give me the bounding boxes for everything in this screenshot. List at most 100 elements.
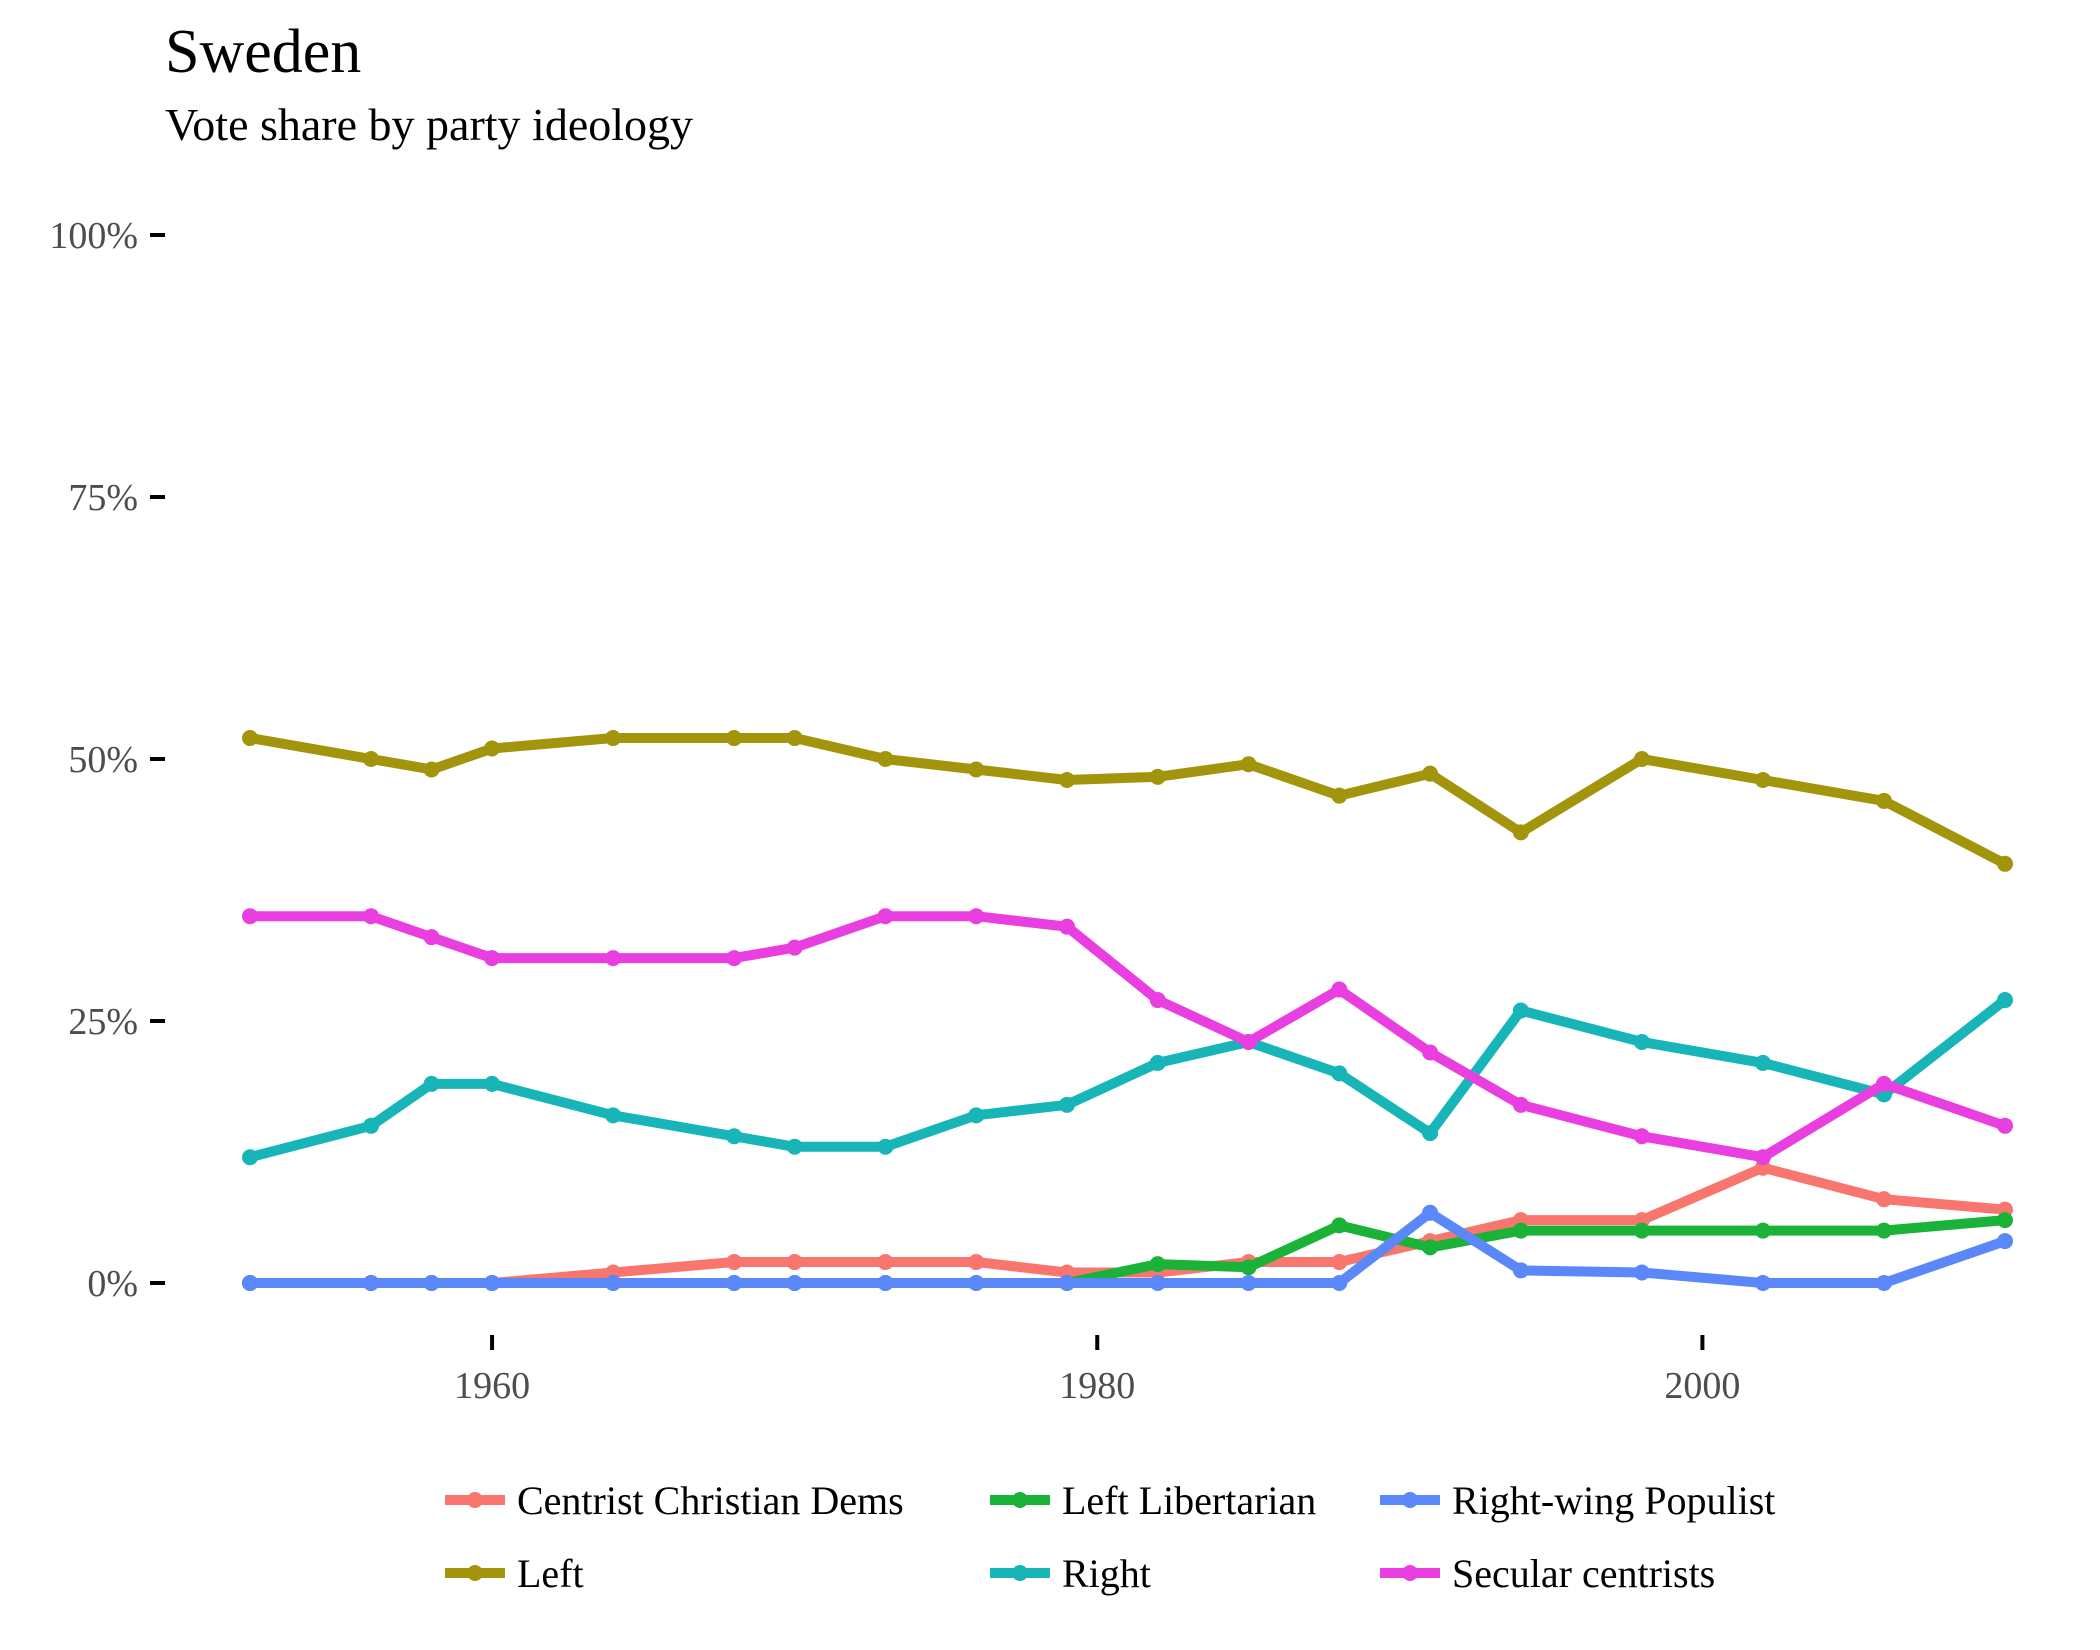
series-secular-centrists <box>242 908 2013 1166</box>
data-point <box>1058 771 1075 788</box>
data-point <box>726 1275 743 1291</box>
data-point <box>423 1075 440 1092</box>
data-point <box>1512 1222 1529 1239</box>
data-point <box>786 1275 803 1291</box>
data-point <box>1058 1275 1075 1291</box>
data-point <box>1422 1239 1439 1256</box>
data-point <box>363 1275 380 1291</box>
data-point <box>877 1254 894 1271</box>
data-point <box>423 1275 440 1291</box>
data-point <box>1422 765 1439 782</box>
data-point <box>1149 992 1166 1009</box>
data-point <box>726 1254 743 1271</box>
data-point <box>484 1275 501 1291</box>
data-point <box>1149 1054 1166 1071</box>
data-point <box>1512 824 1529 841</box>
data-point <box>1149 768 1166 785</box>
x-tick-label: 1980 <box>1059 1365 1135 1407</box>
data-point <box>1422 1044 1439 1061</box>
data-point <box>968 1275 985 1291</box>
data-point <box>877 751 894 767</box>
data-point <box>1754 771 1771 788</box>
data-point <box>1422 1204 1439 1221</box>
data-point <box>1512 1096 1529 1113</box>
y-tick-label: 25% <box>68 1001 138 1043</box>
legend-item[interactable]: Secular centrists <box>1380 1551 1715 1596</box>
series-line <box>245 911 2010 1163</box>
data-point <box>1633 751 1650 767</box>
legend-key-point <box>1012 1492 1028 1508</box>
y-axis: 0% 25% 50% 75% 100% <box>49 215 165 1305</box>
data-point <box>786 1254 803 1271</box>
data-point <box>968 908 985 925</box>
data-point <box>1633 1128 1650 1145</box>
data-point <box>786 939 803 956</box>
data-point <box>1754 1275 1771 1291</box>
data-point <box>242 1149 258 1166</box>
data-point <box>968 761 985 778</box>
data-point <box>605 1107 622 1124</box>
data-point <box>1058 1096 1075 1113</box>
legend[interactable]: Centrist Christian Dems Left Libertarian R… <box>445 1478 1775 1596</box>
data-point <box>1512 1262 1529 1279</box>
data-point <box>1997 1117 2013 1134</box>
data-point <box>1331 1275 1348 1291</box>
chart-title: Sweden <box>165 18 362 86</box>
legend-key-point <box>467 1492 483 1508</box>
series-line <box>245 733 2010 869</box>
y-tick-label: 0% <box>87 1263 138 1305</box>
data-point <box>1240 1259 1257 1276</box>
legend-item[interactable]: Centrist Christian Dems <box>445 1478 904 1523</box>
legend-label: Left <box>517 1551 584 1596</box>
data-point <box>1331 1254 1348 1271</box>
y-tick-label: 100% <box>49 215 138 257</box>
data-point <box>484 1075 501 1092</box>
data-point <box>877 1138 894 1155</box>
data-point <box>1997 1212 2013 1229</box>
legend-label: Left Libertarian <box>1062 1478 1316 1523</box>
data-point <box>968 1107 985 1124</box>
data-point <box>484 740 501 757</box>
x-axis: 1960 1980 2000 <box>454 1335 1740 1407</box>
y-tick-label: 75% <box>68 477 138 519</box>
series-left <box>242 730 2013 872</box>
x-tick-label: 1960 <box>454 1365 530 1407</box>
data-point <box>1331 1217 1348 1234</box>
y-tick-label: 50% <box>68 739 138 781</box>
data-point <box>1997 1233 2013 1250</box>
data-point <box>605 950 622 967</box>
data-point <box>242 908 258 925</box>
data-point <box>1240 756 1257 773</box>
data-point <box>1997 855 2013 872</box>
data-point <box>726 950 743 967</box>
chart-subtitle: Vote share by party ideology <box>165 99 694 150</box>
data-point <box>1875 1275 1892 1291</box>
legend-item[interactable]: Left Libertarian <box>990 1478 1316 1523</box>
data-point <box>1754 1222 1771 1239</box>
series-right-wing-populist <box>242 1204 2013 1291</box>
data-point <box>1240 1033 1257 1050</box>
data-point <box>363 1117 380 1134</box>
data-point <box>1875 1222 1892 1239</box>
legend-label: Centrist Christian Dems <box>517 1478 904 1523</box>
legend-item[interactable]: Right <box>990 1551 1151 1596</box>
data-point <box>726 1128 743 1145</box>
data-point <box>1149 1256 1166 1273</box>
legend-label: Right <box>1062 1551 1151 1596</box>
legend-key-point <box>467 1565 483 1581</box>
data-point <box>1422 1125 1439 1142</box>
data-point <box>786 730 803 747</box>
data-point <box>1331 787 1348 804</box>
legend-item[interactable]: Right-wing Populist <box>1380 1478 1775 1523</box>
data-point <box>242 1275 258 1291</box>
data-point <box>1997 992 2013 1009</box>
series-right <box>242 992 2013 1166</box>
legend-item[interactable]: Left <box>445 1551 584 1596</box>
legend-key-point <box>1402 1565 1418 1581</box>
data-point <box>1058 918 1075 935</box>
data-point <box>363 751 380 767</box>
data-point <box>1331 1065 1348 1082</box>
data-point <box>423 761 440 778</box>
legend-label: Secular centrists <box>1452 1551 1715 1596</box>
